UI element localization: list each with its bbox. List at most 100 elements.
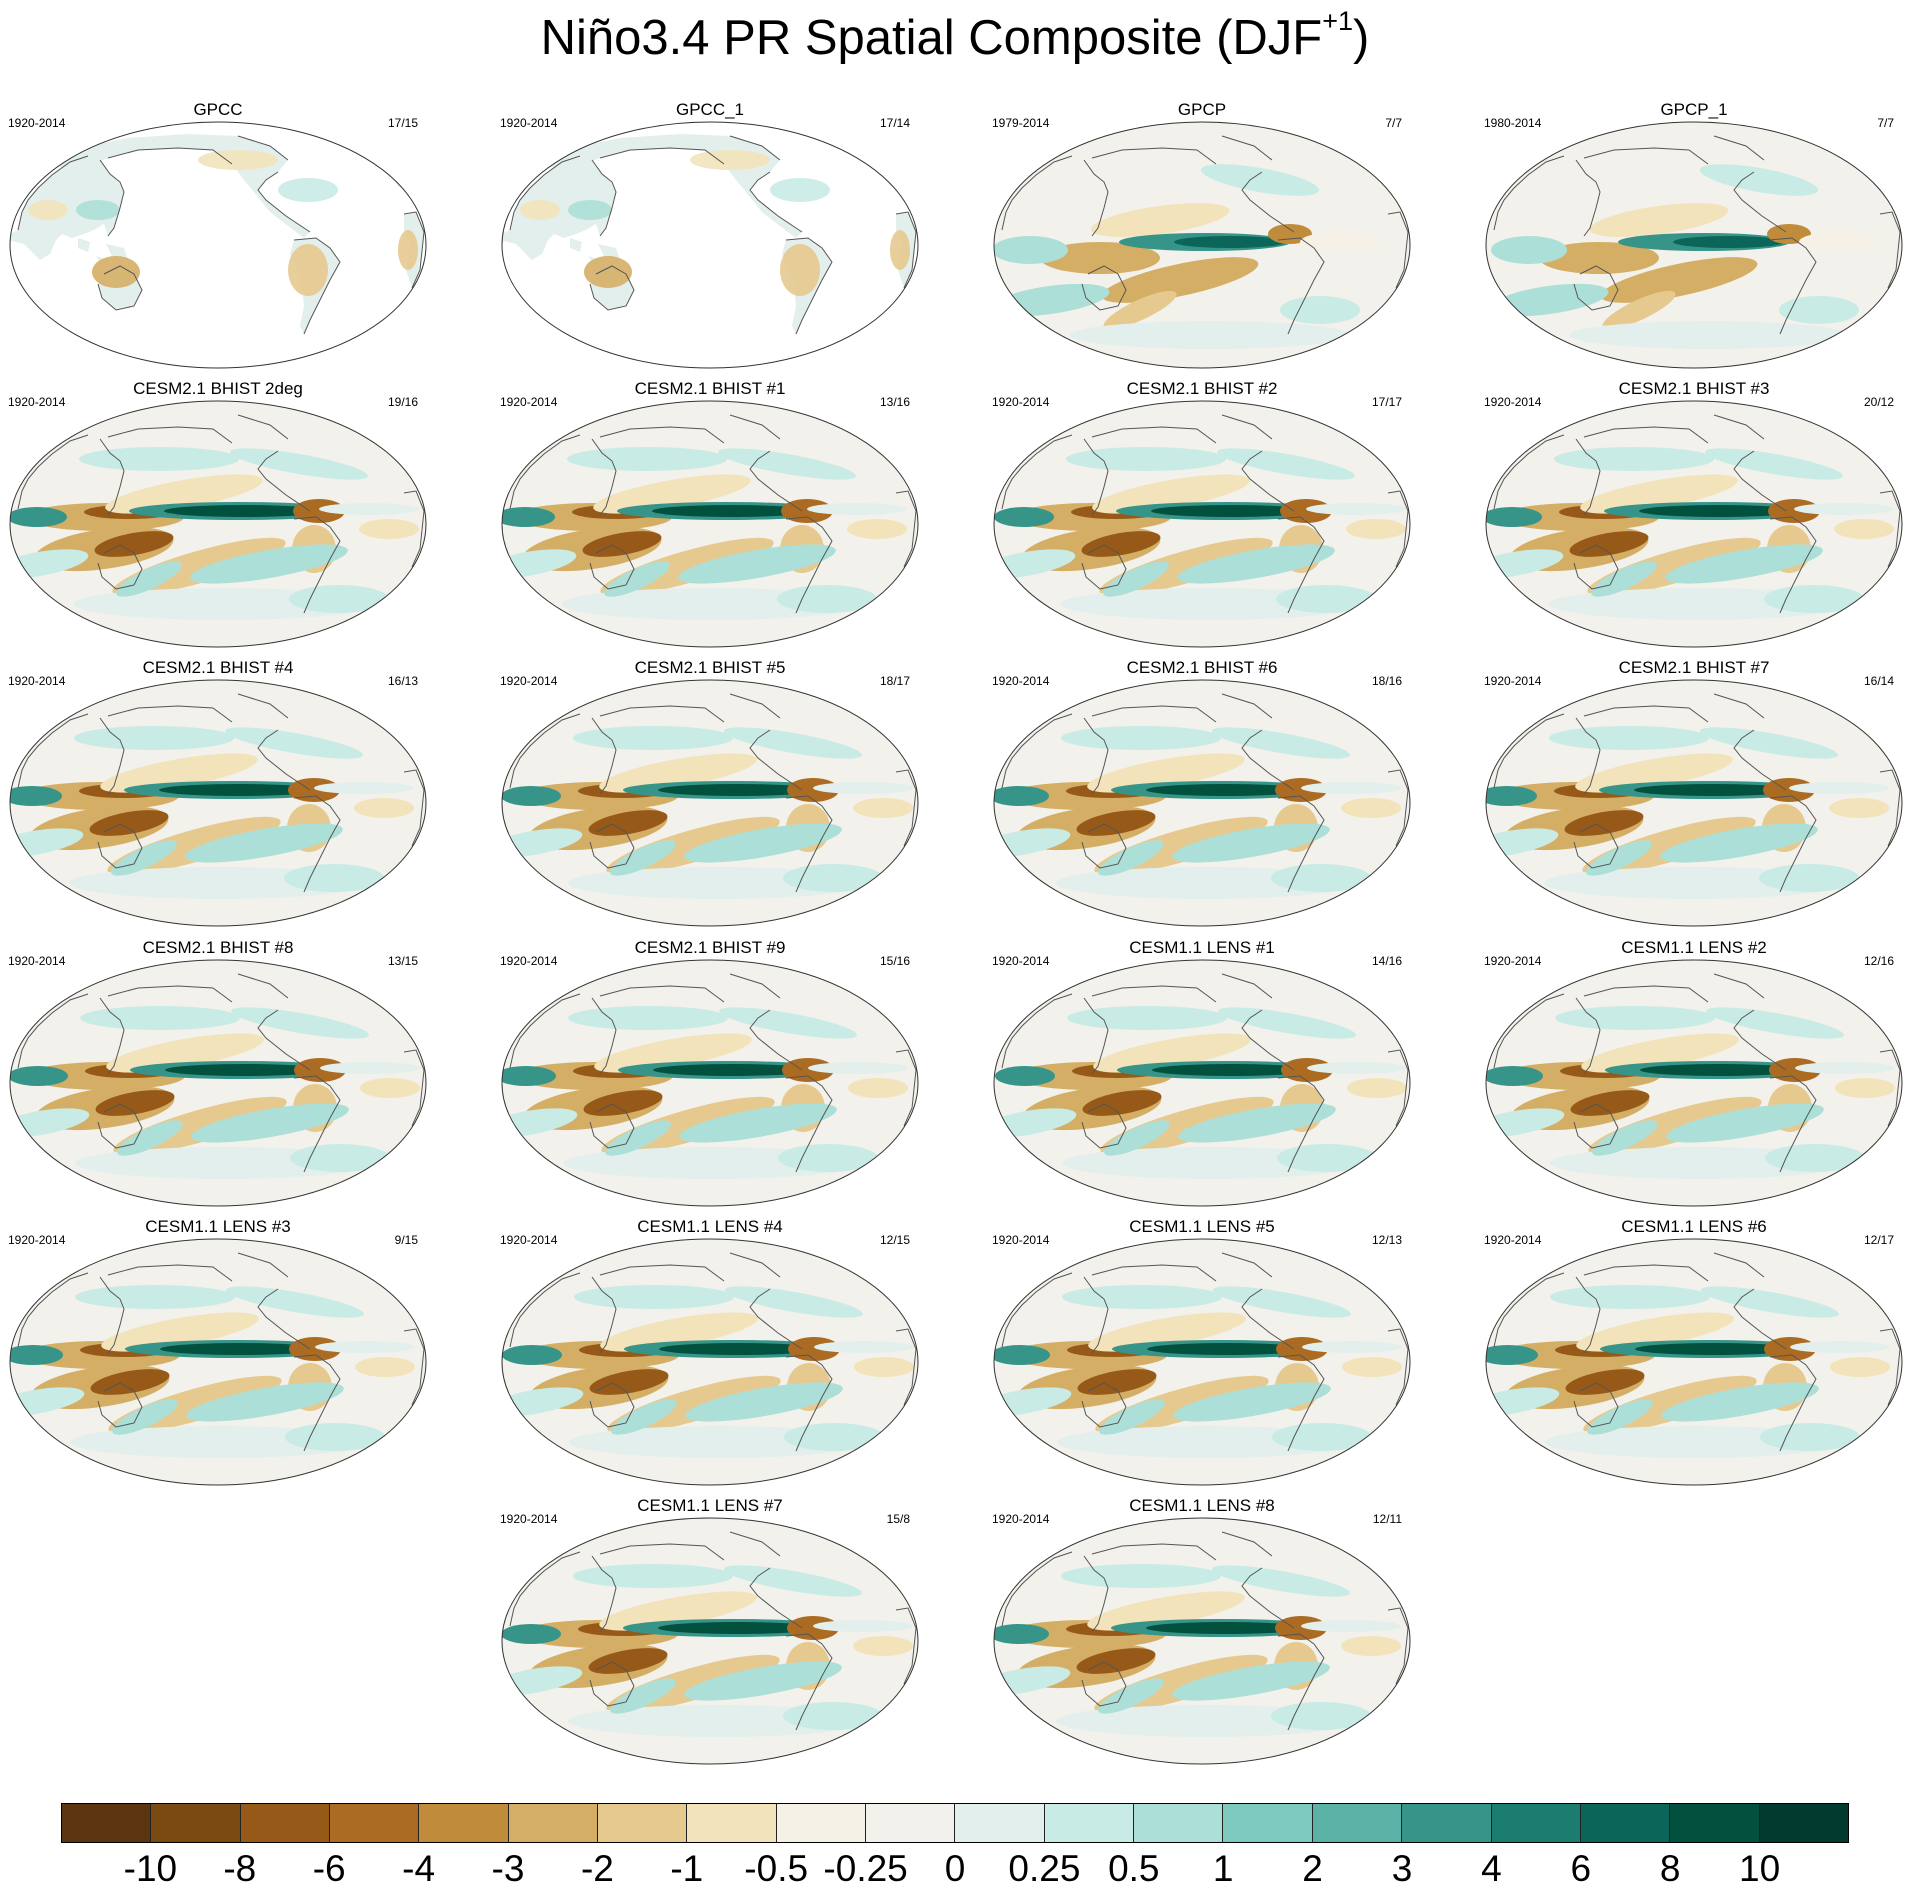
anomaly-patch [659,1343,819,1355]
composite-map [501,400,919,648]
anomaly-patch [573,1564,733,1588]
anomaly-patch [1576,1312,1734,1352]
map-panel: CESM1.1 LENS #7 1920-2014 15/8 [500,1496,920,1766]
panel-event-count: 13/16 [879,395,910,409]
panel-title: CESM1.1 LENS #5 [1129,1217,1275,1236]
panel-title: CESM1.1 LENS #7 [637,1496,783,1515]
map-border [993,1517,1411,1765]
panel-event-count: 7/7 [1877,116,1894,130]
composite-map [9,121,427,369]
map-border [501,1238,919,1486]
panel-years: 1920-2014 [8,954,66,968]
anomaly-patch [1212,727,1350,759]
anomaly-patch [354,798,414,818]
anomaly-patch [186,1382,344,1422]
panel-years: 1920-2014 [992,1512,1050,1526]
anomaly-patch [719,1007,857,1039]
anomaly-patch [1276,585,1376,613]
anomaly-patch [777,585,877,613]
composite-map [501,959,919,1207]
colorbar-swatch [1223,1804,1313,1842]
anomaly-patch [111,840,177,876]
panel-event-count: 14/16 [1371,954,1402,968]
anomaly-patch [684,823,842,863]
anomaly-patch [1341,798,1401,818]
anomaly-patch [1569,321,1849,349]
anomaly-patch [725,1286,863,1318]
composite-map [501,121,919,369]
map-border [501,959,919,1207]
anomaly-patch [1554,447,1714,471]
panel-title: CESM2.1 BHIST #8 [142,938,294,957]
anomaly-patch [605,1120,671,1156]
anomaly-patch [1177,544,1335,584]
anomaly-patch [359,519,419,539]
map-panel: CESM1.1 LENS #3 1920-2014 9/15 [8,1217,428,1487]
anomaly-patch [1580,474,1738,514]
colorbar-swatch [1759,1804,1848,1842]
anomaly-patch [1070,321,1350,349]
panel-title: CESM2.1 BHIST 2deg [133,379,303,398]
anomaly-patch [92,256,140,288]
anomaly-patch [1760,1423,1860,1451]
anomaly-patch [1088,1312,1246,1352]
anomaly-patch [1200,164,1320,196]
anomaly-patch [684,1661,842,1701]
anomaly-patch [724,1565,862,1597]
anomaly-patch [1666,1103,1824,1143]
anomaly-patch [112,1399,178,1435]
anomaly-patch [1706,1007,1844,1039]
anomaly-patch [1147,1343,1307,1355]
anomaly-patch [589,1369,669,1395]
composite-map [9,959,427,1207]
anomaly-patch [1486,507,1542,527]
anomaly-patch [588,810,668,836]
panel-years: 1920-2014 [500,674,558,688]
panel-event-count: 17/17 [1371,395,1402,409]
anomaly-patch [398,230,418,270]
anomaly-patch [780,244,820,296]
anomaly-patch [1799,232,1879,252]
panel-years: 1920-2014 [8,395,66,409]
anomaly-patch [360,1078,420,1098]
panel-title: CESM1.1 LENS #2 [1621,938,1767,957]
anomaly-patch [320,1062,420,1074]
anomaly-patch [1090,203,1230,237]
anomaly-patch [583,1090,663,1116]
map-panel: CESM2.1 BHIST #8 1920-2014 13/15 [8,938,428,1208]
map-panel: CESM1.1 LENS #1 1920-2014 14/16 [992,938,1412,1208]
colorbar-swatch [1491,1804,1581,1842]
anomaly-patch [1555,1006,1715,1030]
anomaly-patch [1277,1144,1377,1172]
panel-event-count: 15/16 [879,954,910,968]
anomaly-patch [994,236,1068,264]
anomaly-patch [1834,519,1894,539]
anomaly-patch [1301,1620,1401,1632]
anomaly-patch [1575,753,1733,793]
map-panel: GPCP_1 1980-2014 7/7 [1484,100,1904,370]
anomaly-patch [1172,823,1330,863]
anomaly-patch [1486,786,1537,806]
anomaly-patch [604,561,670,597]
anomaly-patch [890,230,910,270]
anomaly-patch [1077,1369,1157,1395]
figure-title-text: Niño3.4 PR Spatial Composite (DJF [540,11,1323,65]
composite-map [501,1238,919,1486]
anomaly-patch [1146,1622,1306,1634]
anomaly-patch [28,200,68,220]
anomaly-patch [1152,1064,1312,1076]
map-panel: CESM1.1 LENS #4 1920-2014 12/15 [500,1217,920,1487]
map-panel: GPCP 1979-2014 7/7 [992,100,1412,370]
panel-years: 1920-2014 [1484,395,1542,409]
map-border [501,121,919,369]
anomaly-patch [1701,1286,1839,1318]
anomaly-patch [1634,784,1794,796]
anomaly-patch [1280,296,1360,324]
figure-title-close: ) [1353,11,1370,65]
anomaly-patch [79,447,239,471]
panel-event-count: 16/14 [1863,674,1894,688]
anomaly-patch [1178,1103,1336,1143]
anomaly-patch [90,1369,170,1395]
anomaly-patch [573,726,733,750]
map-panel: CESM1.1 LENS #8 1920-2014 12/11 [992,1496,1412,1766]
